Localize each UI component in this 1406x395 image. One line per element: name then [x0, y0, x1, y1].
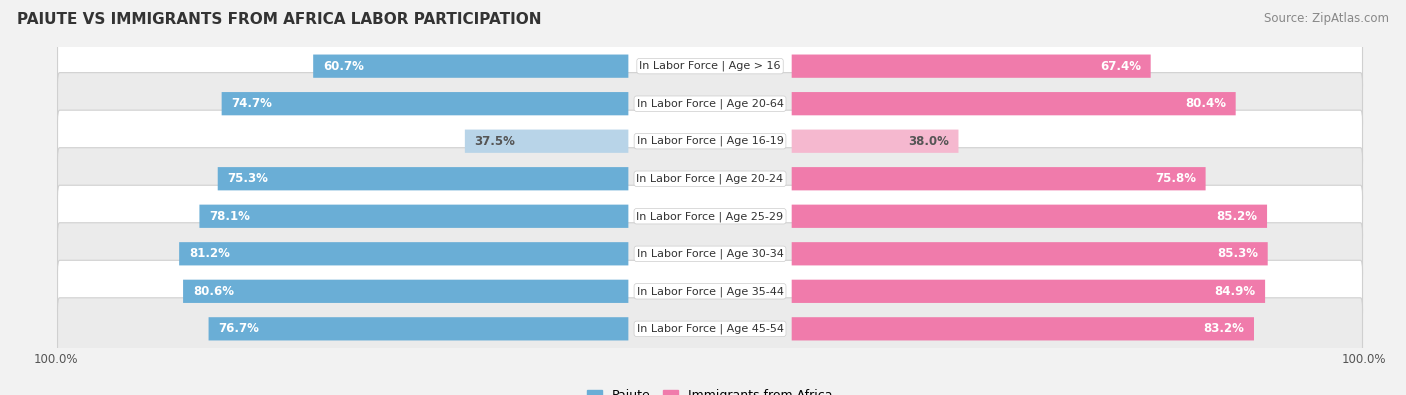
Text: 80.6%: 80.6% [193, 285, 233, 298]
FancyBboxPatch shape [183, 280, 628, 303]
Text: 84.9%: 84.9% [1215, 285, 1256, 298]
FancyBboxPatch shape [58, 298, 1362, 360]
FancyBboxPatch shape [58, 35, 1362, 97]
FancyBboxPatch shape [314, 55, 628, 78]
FancyBboxPatch shape [792, 55, 1150, 78]
Text: In Labor Force | Age 16-19: In Labor Force | Age 16-19 [637, 136, 783, 147]
Text: 60.7%: 60.7% [323, 60, 364, 73]
Text: 81.2%: 81.2% [188, 247, 229, 260]
FancyBboxPatch shape [58, 185, 1362, 247]
Text: 75.3%: 75.3% [228, 172, 269, 185]
FancyBboxPatch shape [58, 148, 1362, 210]
FancyBboxPatch shape [792, 317, 1254, 340]
Text: In Labor Force | Age 25-29: In Labor Force | Age 25-29 [637, 211, 783, 222]
Text: In Labor Force | Age 35-44: In Labor Force | Age 35-44 [637, 286, 783, 297]
Text: 80.4%: 80.4% [1185, 97, 1226, 110]
Text: In Labor Force | Age 20-24: In Labor Force | Age 20-24 [637, 173, 783, 184]
FancyBboxPatch shape [792, 205, 1267, 228]
Text: PAIUTE VS IMMIGRANTS FROM AFRICA LABOR PARTICIPATION: PAIUTE VS IMMIGRANTS FROM AFRICA LABOR P… [17, 12, 541, 27]
FancyBboxPatch shape [58, 73, 1362, 135]
Text: 74.7%: 74.7% [232, 97, 273, 110]
Text: In Labor Force | Age 45-54: In Labor Force | Age 45-54 [637, 324, 783, 334]
FancyBboxPatch shape [58, 223, 1362, 285]
FancyBboxPatch shape [179, 242, 628, 265]
FancyBboxPatch shape [465, 130, 628, 153]
FancyBboxPatch shape [792, 242, 1268, 265]
Text: 85.3%: 85.3% [1218, 247, 1258, 260]
Legend: Paiute, Immigrants from Africa: Paiute, Immigrants from Africa [582, 384, 838, 395]
Text: In Labor Force | Age 20-64: In Labor Force | Age 20-64 [637, 98, 783, 109]
Text: 75.8%: 75.8% [1154, 172, 1195, 185]
Text: 85.2%: 85.2% [1216, 210, 1257, 223]
Text: Source: ZipAtlas.com: Source: ZipAtlas.com [1264, 12, 1389, 25]
FancyBboxPatch shape [792, 167, 1205, 190]
Text: 38.0%: 38.0% [908, 135, 949, 148]
FancyBboxPatch shape [218, 167, 628, 190]
Text: 37.5%: 37.5% [475, 135, 516, 148]
FancyBboxPatch shape [58, 110, 1362, 172]
Text: 67.4%: 67.4% [1099, 60, 1140, 73]
FancyBboxPatch shape [200, 205, 628, 228]
FancyBboxPatch shape [792, 280, 1265, 303]
FancyBboxPatch shape [58, 260, 1362, 322]
FancyBboxPatch shape [222, 92, 628, 115]
Text: In Labor Force | Age > 16: In Labor Force | Age > 16 [640, 61, 780, 71]
Text: 78.1%: 78.1% [209, 210, 250, 223]
FancyBboxPatch shape [792, 130, 959, 153]
Text: 83.2%: 83.2% [1204, 322, 1244, 335]
FancyBboxPatch shape [792, 92, 1236, 115]
Text: In Labor Force | Age 30-34: In Labor Force | Age 30-34 [637, 248, 783, 259]
Text: 76.7%: 76.7% [218, 322, 259, 335]
FancyBboxPatch shape [208, 317, 628, 340]
